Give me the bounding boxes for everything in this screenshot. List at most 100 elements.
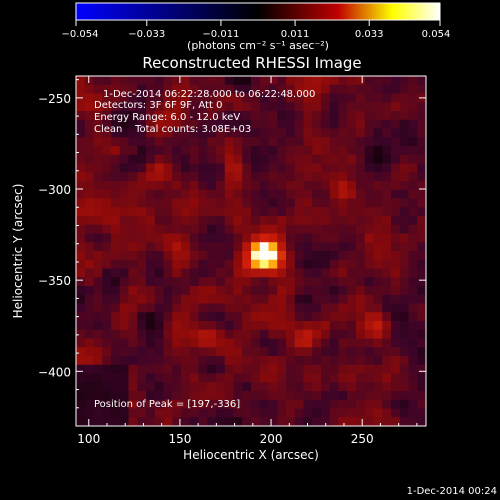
heatmap-cell <box>259 408 270 418</box>
heatmap-cell <box>259 286 270 296</box>
heatmap-cell <box>119 198 130 208</box>
heatmap-cell <box>93 172 103 182</box>
heatmap-cell <box>391 233 401 243</box>
heatmap-cell <box>198 102 208 112</box>
heatmap-cell <box>259 111 270 121</box>
heatmap-cell <box>189 93 200 103</box>
heatmap-cell <box>259 251 270 261</box>
heatmap-cell <box>364 312 375 322</box>
plot-frame <box>75 75 427 427</box>
heatmap-cell <box>268 286 278 296</box>
heatmap-cell <box>128 399 138 410</box>
heatmap-cell <box>172 277 182 287</box>
heatmap-cell <box>347 277 357 287</box>
heatmap-cell <box>356 102 366 112</box>
heatmap-cell <box>233 347 243 357</box>
heatmap-cell <box>154 137 165 147</box>
heatmap-cell <box>181 277 191 287</box>
heatmap-cell <box>399 391 410 401</box>
heatmap-cell <box>181 198 191 208</box>
heatmap-cell <box>364 329 375 340</box>
heatmap-cell <box>207 408 217 418</box>
heatmap-cell <box>286 294 296 305</box>
heatmap-cell <box>119 233 130 243</box>
heatmap-cell <box>399 233 410 243</box>
heatmap-cell <box>268 303 278 313</box>
heatmap-cell <box>329 189 340 200</box>
heatmap-cell <box>198 242 208 252</box>
heatmap-cell <box>119 172 130 182</box>
heatmap-cell <box>268 312 278 322</box>
heatmap-cell <box>277 189 287 200</box>
heatmap-cell <box>224 329 235 340</box>
heatmap-cell <box>294 294 305 305</box>
heatmap-cell <box>399 251 410 261</box>
heatmap-cell <box>329 303 340 313</box>
heatmap-cell <box>399 76 410 86</box>
heatmap-cell <box>251 294 261 305</box>
heatmap-cell <box>312 233 322 243</box>
heatmap-cell <box>321 356 331 366</box>
heatmap-cell <box>259 364 270 375</box>
heatmap-cell <box>356 93 366 103</box>
heatmap-cell <box>277 84 287 95</box>
heatmap-cell <box>251 111 261 121</box>
heatmap-cell <box>329 216 340 226</box>
heatmap-cell <box>286 163 296 173</box>
heatmap-cell <box>84 189 95 200</box>
heatmap-cell <box>251 146 261 156</box>
heatmap-cell <box>216 224 226 235</box>
heatmap-cell <box>233 338 243 348</box>
colorbar-tick-label: 0.054 <box>422 29 451 40</box>
heatmap-cell <box>146 268 156 278</box>
heatmap-cell <box>259 119 270 130</box>
heatmap-cell <box>259 347 270 357</box>
heatmap-cell <box>303 356 313 366</box>
heatmap-cell <box>286 277 296 287</box>
heatmap-cell <box>408 172 418 182</box>
heatmap-cell <box>207 128 217 138</box>
heatmap-cell <box>128 391 138 401</box>
heatmap-cell <box>84 268 95 278</box>
heatmap-cell <box>224 268 235 278</box>
heatmap-cell <box>294 189 305 200</box>
heatmap-cell <box>391 84 401 95</box>
heatmap-cell <box>286 137 296 147</box>
heatmap-cell <box>242 93 252 103</box>
heatmap-cell <box>233 277 243 287</box>
heatmap-cell <box>303 347 313 357</box>
heatmap-cell <box>224 399 235 410</box>
heatmap-cell <box>198 268 208 278</box>
heatmap-cell <box>84 137 95 147</box>
heatmap-cell <box>286 268 296 278</box>
heatmap-cell <box>137 303 147 313</box>
heatmap-cell <box>373 391 383 401</box>
heatmap-cell <box>356 111 366 121</box>
heatmap-cell <box>146 391 156 401</box>
heatmap-cell <box>312 172 322 182</box>
heatmap-cell <box>181 224 191 235</box>
heatmap-cell <box>154 111 165 121</box>
heatmap-cell <box>294 277 305 287</box>
heatmap-cell <box>417 399 426 410</box>
heatmap-cell <box>93 146 103 156</box>
heatmap-cell <box>189 338 200 348</box>
heatmap-cell <box>216 163 226 173</box>
heatmap-cell <box>111 172 121 182</box>
heatmap-cell <box>137 119 147 130</box>
heatmap-cell <box>111 137 121 147</box>
heatmap-cell <box>382 154 392 165</box>
heatmap-cell <box>338 408 348 418</box>
heatmap-cell <box>181 163 191 173</box>
heatmap-cell <box>154 329 165 340</box>
heatmap-cell <box>417 216 426 226</box>
heatmap-cell <box>312 93 322 103</box>
heatmap-cell <box>286 102 296 112</box>
heatmap-cell <box>76 224 86 235</box>
heatmap-cell <box>417 163 426 173</box>
heatmap-cell <box>259 277 270 287</box>
heatmap-cell <box>356 198 366 208</box>
heatmap-cell <box>181 321 191 331</box>
heatmap-cell <box>259 233 270 243</box>
heatmap-cell <box>286 382 296 392</box>
